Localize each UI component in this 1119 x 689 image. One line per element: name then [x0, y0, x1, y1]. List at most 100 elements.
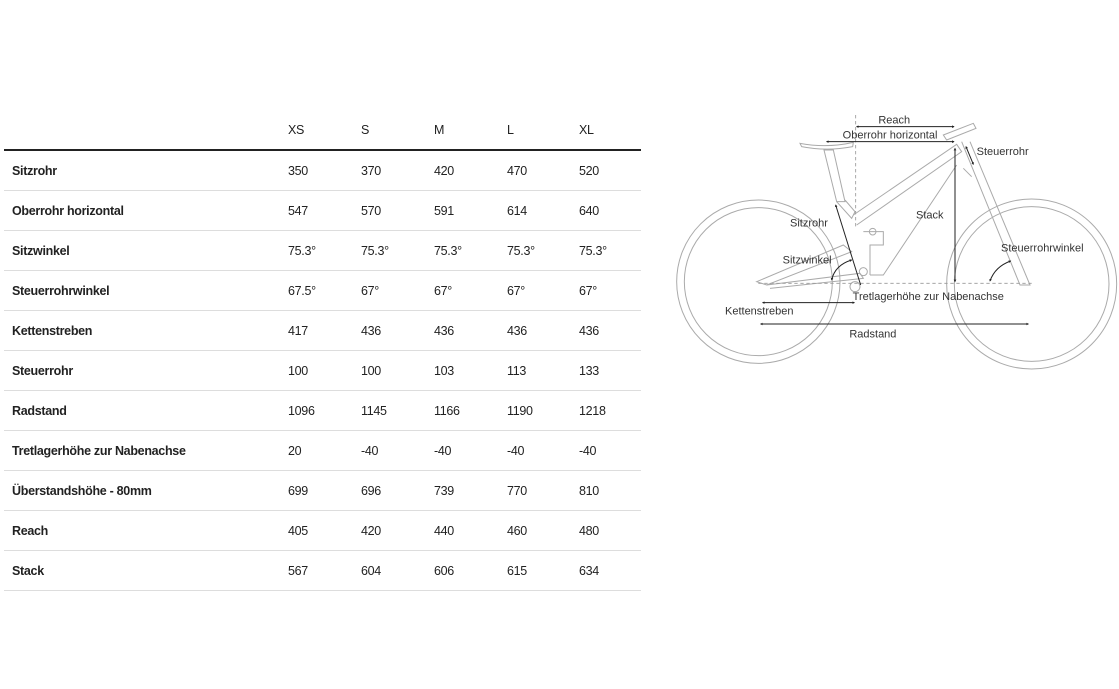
row-value-m: 75.3°: [434, 244, 462, 258]
rear-wheel: [676, 199, 841, 364]
row-value-xl: 634: [579, 564, 599, 578]
table-row: Radstand 1096 1145 1166 1190 1218: [4, 391, 641, 431]
size-header-m: M: [434, 123, 445, 137]
row-value-m: 67°: [434, 284, 453, 298]
row-value-xs: 350: [288, 164, 308, 178]
row-value-xs: 405: [288, 524, 308, 538]
oberrohr-label: Oberrohr horizontal: [843, 129, 938, 141]
row-value-xl: 1218: [579, 404, 606, 418]
steuerrohrwinkel-arrow: [989, 260, 1012, 282]
row-value-l: 460: [507, 524, 527, 538]
row-label: Überstandshöhe - 80mm: [12, 484, 152, 498]
steuerrohr-arrow: [965, 146, 974, 165]
row-value-xl: 640: [579, 204, 599, 218]
row-value-xs: 100: [288, 364, 308, 378]
row-value-l: 436: [507, 324, 527, 338]
row-value-s: 696: [361, 484, 381, 498]
table-row: Reach 405 420 440 460 480: [4, 511, 641, 551]
row-value-xl: 67°: [579, 284, 598, 298]
row-label: Sitzrohr: [12, 164, 57, 178]
row-value-l: 470: [507, 164, 527, 178]
row-value-xs: 567: [288, 564, 308, 578]
row-label: Steuerrohrwinkel: [12, 284, 110, 298]
table-row: Oberrohr horizontal 547 570 591 614 640: [4, 191, 641, 231]
size-header-l: L: [507, 123, 514, 137]
kettenstreben-label: Kettenstreben: [725, 305, 794, 317]
row-value-m: 739: [434, 484, 454, 498]
tretlager-label: Tretlagerhöhe zur Nabenachse: [853, 291, 1004, 303]
row-value-l: 67°: [507, 284, 526, 298]
row-value-l: 113: [507, 364, 527, 378]
row-value-s: 420: [361, 524, 381, 538]
row-value-xl: 436: [579, 324, 599, 338]
table-header: XS S M L XL: [4, 112, 641, 151]
radstand-label: Radstand: [849, 329, 896, 341]
table-row: Überstandshöhe - 80mm 699 696 739 770 810: [4, 471, 641, 511]
row-label: Tretlagerhöhe zur Nabenachse: [12, 444, 186, 458]
row-value-xs: 20: [288, 444, 302, 458]
sitzrohr-label: Sitzrohr: [790, 218, 828, 230]
row-value-m: 436: [434, 324, 454, 338]
row-value-xs: 547: [288, 204, 308, 218]
row-label: Steuerrohr: [12, 364, 73, 378]
steuerrohrwinkel-label: Steuerrohrwinkel: [1001, 243, 1084, 255]
row-value-s: 75.3°: [361, 244, 389, 258]
sitzrohr-arrow: [834, 204, 862, 286]
row-value-xs: 1096: [288, 404, 315, 418]
size-header-xs: XS: [288, 123, 305, 137]
sitzwinkel-label: Sitzwinkel: [783, 254, 832, 266]
row-value-xs: 67.5°: [288, 284, 316, 298]
table-row: Tretlagerhöhe zur Nabenachse 20 -40 -40 -40 -…: [4, 431, 641, 471]
row-value-l: -40: [507, 444, 525, 458]
row-value-xs: 699: [288, 484, 308, 498]
size-header-s: S: [361, 123, 370, 137]
row-value-m: 420: [434, 164, 454, 178]
row-value-m: 440: [434, 524, 454, 538]
row-value-s: 436: [361, 324, 381, 338]
row-value-s: 370: [361, 164, 381, 178]
row-value-xl: 810: [579, 484, 599, 498]
bike-frame: [676, 122, 1118, 370]
row-value-xl: 520: [579, 164, 599, 178]
row-value-s: 67°: [361, 284, 380, 298]
row-value-s: 570: [361, 204, 381, 218]
row-value-l: 615: [507, 564, 527, 578]
table-row: Kettenstreben 417 436 436 436 436: [4, 311, 641, 351]
row-label: Stack: [12, 564, 44, 578]
steuerrohr-label: Steuerrohr: [977, 146, 1029, 158]
table-row: Sitzrohr 350 370 420 470 520: [4, 151, 641, 191]
row-value-s: 1145: [361, 404, 387, 418]
row-label: Oberrohr horizontal: [12, 204, 124, 218]
sitzwinkel-arrow: [830, 259, 853, 281]
row-value-l: 770: [507, 484, 527, 498]
row-value-m: 606: [434, 564, 454, 578]
row-value-l: 1190: [507, 404, 533, 418]
row-value-m: 1166: [434, 404, 460, 418]
row-value-l: 614: [507, 204, 527, 218]
row-label: Sitzwinkel: [12, 244, 70, 258]
row-value-m: 103: [434, 364, 454, 378]
row-value-xl: 480: [579, 524, 599, 538]
table-row: Steuerrohrwinkel 67.5° 67° 67° 67° 67°: [4, 271, 641, 311]
row-value-m: 591: [434, 204, 454, 218]
row-value-xs: 417: [288, 324, 308, 338]
row-value-m: -40: [434, 444, 452, 458]
front-wheel: [946, 198, 1118, 370]
row-value-s: -40: [361, 444, 379, 458]
geometry-table: XS S M L XL Sitzrohr 350 370 420 470 520 Oberr…: [4, 112, 641, 591]
row-value-s: 100: [361, 364, 381, 378]
row-value-l: 75.3°: [507, 244, 535, 258]
row-label: Reach: [12, 524, 49, 538]
table-row: Sitzwinkel 75.3° 75.3° 75.3° 75.3° 75.3°: [4, 231, 641, 271]
table-row: Steuerrohr 100 100 103 113 133: [4, 351, 641, 391]
stack-label: Stack: [916, 209, 944, 221]
reach-label: Reach: [878, 114, 910, 126]
row-label: Kettenstreben: [12, 324, 93, 338]
row-value-xs: 75.3°: [288, 244, 316, 258]
row-label: Radstand: [12, 404, 67, 418]
bike-geometry-diagram: Reach Oberrohr horizontal Steuerrohr Sta…: [676, 114, 1118, 370]
row-value-xl: 133: [579, 364, 599, 378]
size-header-xl: XL: [579, 123, 594, 137]
table-row: Stack 567 604 606 615 634: [4, 551, 641, 591]
row-value-s: 604: [361, 564, 381, 578]
